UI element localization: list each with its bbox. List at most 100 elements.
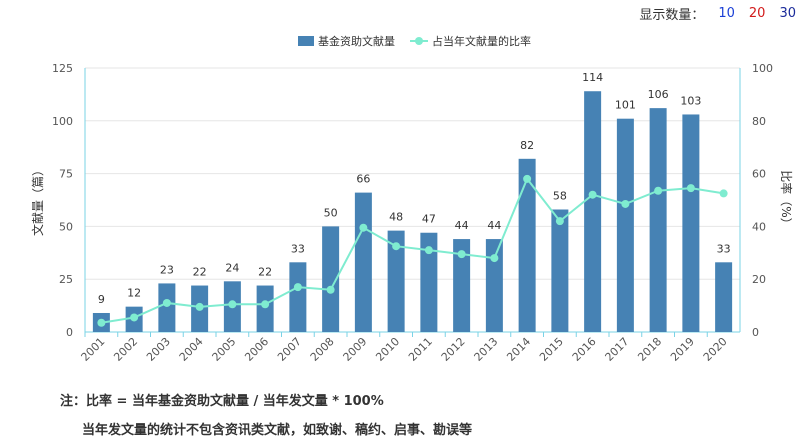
bar-value-label: 114 bbox=[582, 71, 603, 84]
bar-2009 bbox=[354, 192, 372, 332]
bar-value-label: 48 bbox=[389, 211, 403, 224]
bar-value-label: 82 bbox=[520, 139, 534, 152]
bar-2008 bbox=[322, 226, 340, 332]
y-right-tick-label: 40 bbox=[752, 220, 766, 233]
funding-chart: 基金资助文献量 占当年文献量的比率025507510012502040608010… bbox=[30, 34, 794, 364]
bar-value-label: 106 bbox=[648, 88, 669, 101]
bar-value-label: 103 bbox=[680, 94, 701, 107]
ratio-point-2015 bbox=[555, 217, 564, 226]
bar-value-label: 33 bbox=[717, 242, 731, 255]
ratio-point-2013 bbox=[490, 254, 499, 263]
bar-value-label: 44 bbox=[455, 219, 469, 232]
x-tick-label: 2001 bbox=[79, 335, 108, 364]
x-tick-label: 2017 bbox=[603, 335, 632, 364]
x-tick-label: 2005 bbox=[210, 335, 239, 364]
legend-marker-line bbox=[415, 37, 423, 45]
ratio-point-2014 bbox=[523, 174, 532, 183]
x-tick-label: 2009 bbox=[341, 335, 370, 364]
ratio-point-2006 bbox=[261, 300, 270, 309]
bar-2010 bbox=[387, 230, 405, 332]
x-tick-label: 2016 bbox=[570, 335, 599, 364]
bar-2011 bbox=[420, 232, 438, 332]
x-tick-label: 2011 bbox=[406, 335, 435, 364]
bar-value-label: 23 bbox=[160, 263, 174, 276]
ratio-point-2012 bbox=[457, 250, 466, 259]
display-count-option-20[interactable]: 20 bbox=[748, 6, 766, 21]
x-tick-label: 2013 bbox=[472, 335, 501, 364]
bar-2012 bbox=[453, 239, 471, 332]
y-right-axis-title: 比率（%） bbox=[779, 170, 794, 229]
y-right-tick-label: 60 bbox=[752, 168, 766, 181]
bar-value-label: 50 bbox=[324, 206, 338, 219]
x-tick-label: 2014 bbox=[504, 335, 533, 364]
ratio-point-2010 bbox=[392, 242, 401, 251]
ratio-point-2005 bbox=[228, 300, 237, 309]
bar-2013 bbox=[485, 239, 503, 332]
bar-2016 bbox=[584, 91, 602, 333]
display-count-option-30[interactable]: 30 bbox=[779, 6, 796, 21]
ratio-point-2002 bbox=[130, 313, 139, 322]
x-tick-label: 2008 bbox=[308, 335, 337, 364]
ratio-point-2020 bbox=[719, 189, 728, 198]
ratio-point-2017 bbox=[621, 199, 630, 208]
bar-2006 bbox=[256, 285, 274, 332]
x-tick-label: 2018 bbox=[635, 335, 664, 364]
x-tick-label: 2007 bbox=[275, 335, 304, 364]
bar-value-label: 12 bbox=[127, 287, 141, 300]
display-count-selector: 显示数量： 10 20 30 bbox=[639, 4, 796, 23]
bar-value-label: 101 bbox=[615, 99, 636, 112]
bar-value-label: 58 bbox=[553, 190, 567, 203]
y-right-tick-label: 100 bbox=[752, 62, 773, 75]
chart-notes: 注：比率 = 当年基金资助文献量 / 当年发文量 * 100% 当年发文量的统计… bbox=[60, 390, 472, 438]
bar-value-label: 22 bbox=[258, 266, 272, 279]
bar-value-label: 66 bbox=[356, 173, 370, 186]
ratio-point-2008 bbox=[326, 285, 335, 294]
y-left-tick-label: 50 bbox=[59, 220, 73, 233]
x-tick-label: 2010 bbox=[373, 335, 402, 364]
y-left-tick-label: 100 bbox=[52, 115, 73, 128]
y-left-tick-label: 0 bbox=[66, 326, 73, 339]
ratio-point-2019 bbox=[686, 184, 695, 193]
note-exclusion: 当年发文量的统计不包含资讯类文献，如致谢、稿约、启事、勘误等 bbox=[82, 423, 473, 438]
bar-value-label: 22 bbox=[193, 266, 207, 279]
bar-2003 bbox=[158, 283, 176, 332]
y-right-tick-label: 20 bbox=[752, 273, 766, 286]
y-left-tick-label: 25 bbox=[59, 273, 73, 286]
y-left-tick-label: 75 bbox=[59, 168, 73, 181]
bar-2019 bbox=[682, 114, 700, 333]
ratio-line bbox=[101, 176, 724, 324]
bar-value-label: 9 bbox=[98, 293, 105, 306]
x-tick-label: 2012 bbox=[439, 335, 468, 364]
display-count-option-10[interactable]: 10 bbox=[718, 6, 735, 21]
y-left-axis-title: 文献量（篇） bbox=[30, 164, 45, 236]
x-tick-label: 2004 bbox=[177, 335, 206, 364]
ratio-point-2009 bbox=[359, 223, 368, 232]
ratio-point-2018 bbox=[654, 186, 663, 195]
y-left-tick-label: 125 bbox=[52, 62, 73, 75]
y-right-tick-label: 80 bbox=[752, 115, 766, 128]
ratio-point-2007 bbox=[293, 283, 302, 292]
ratio-point-2011 bbox=[424, 246, 433, 255]
legend-label-bars: 基金资助文献量 bbox=[318, 34, 395, 48]
ratio-point-2004 bbox=[195, 302, 204, 311]
x-tick-label: 2003 bbox=[144, 335, 173, 364]
bar-value-label: 47 bbox=[422, 213, 436, 226]
bar-2020 bbox=[715, 262, 733, 332]
bar-2015 bbox=[551, 209, 569, 332]
legend-swatch-bars bbox=[298, 36, 314, 46]
ratio-point-2016 bbox=[588, 190, 597, 199]
bar-value-label: 33 bbox=[291, 242, 305, 255]
note-ratio-definition: 注：比率 = 当年基金资助文献量 / 当年发文量 * 100% bbox=[60, 394, 384, 409]
x-tick-label: 2002 bbox=[111, 335, 140, 364]
display-count-label: 显示数量： bbox=[639, 8, 705, 23]
ratio-point-2003 bbox=[162, 298, 171, 307]
x-tick-label: 2015 bbox=[537, 335, 566, 364]
bar-value-label: 44 bbox=[487, 219, 501, 232]
x-tick-label: 2006 bbox=[242, 335, 271, 364]
bar-value-label: 24 bbox=[225, 261, 239, 274]
x-tick-label: 2019 bbox=[668, 335, 697, 364]
x-tick-label: 2020 bbox=[701, 335, 730, 364]
legend-label-line: 占当年文献量的比率 bbox=[432, 34, 531, 48]
bar-2014 bbox=[518, 158, 536, 332]
y-right-tick-label: 0 bbox=[752, 326, 759, 339]
